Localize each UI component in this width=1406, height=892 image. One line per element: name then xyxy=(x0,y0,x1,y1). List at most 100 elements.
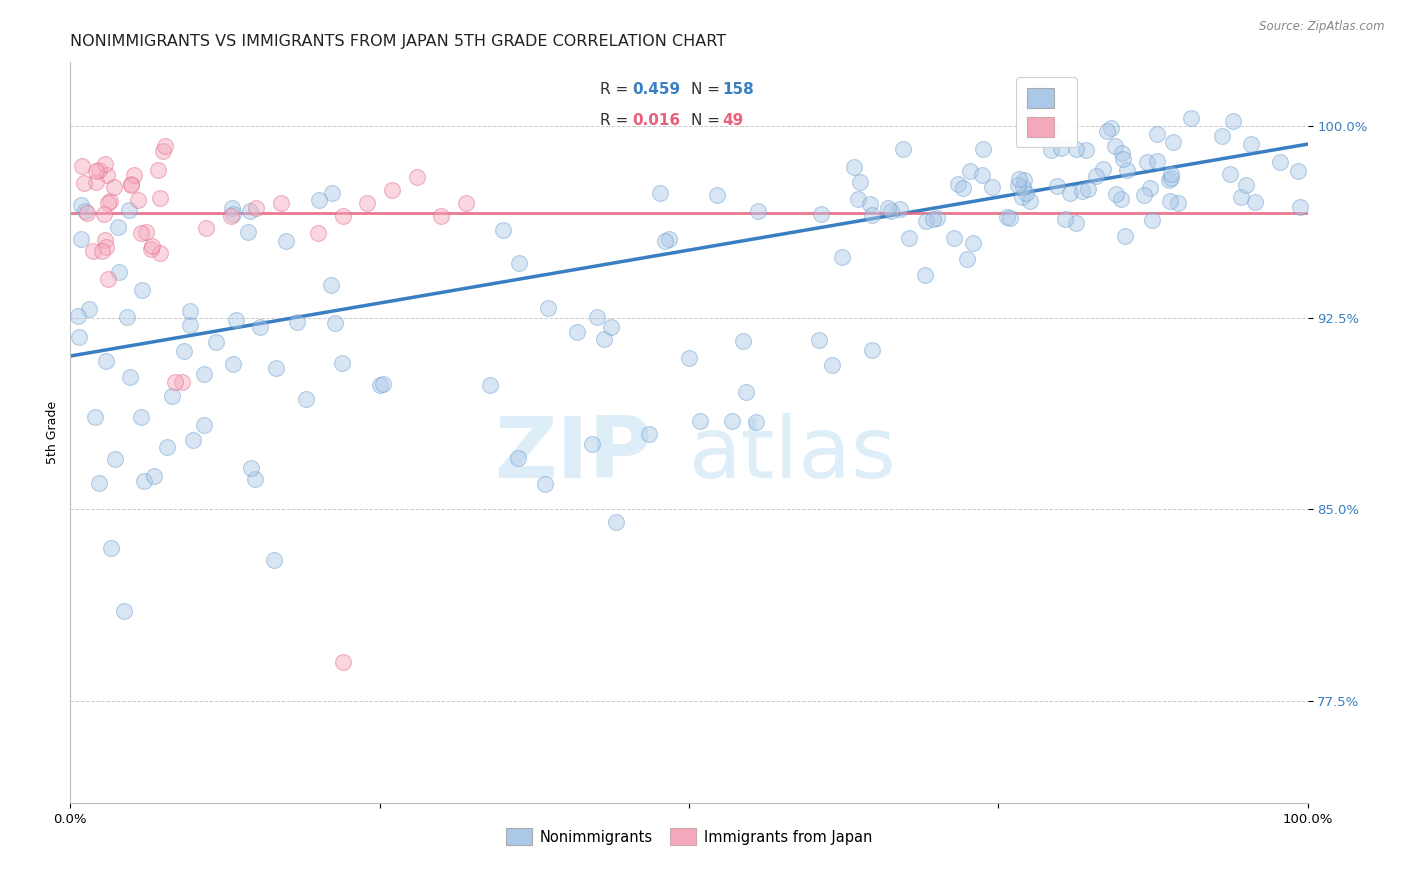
Point xyxy=(325,316,347,330)
Point xyxy=(1099,121,1122,136)
Point xyxy=(239,203,262,218)
Point xyxy=(321,278,343,293)
Point xyxy=(356,195,378,210)
Point xyxy=(880,204,903,219)
Point xyxy=(877,201,900,215)
Point xyxy=(96,240,118,254)
Point xyxy=(891,143,914,157)
Point xyxy=(1050,141,1073,155)
Point xyxy=(678,351,700,365)
Point xyxy=(1234,178,1257,193)
Point xyxy=(142,468,165,483)
Point xyxy=(94,234,117,248)
Point xyxy=(1104,138,1126,153)
Point xyxy=(173,343,195,358)
Point xyxy=(534,476,557,491)
Point xyxy=(914,268,936,282)
Point xyxy=(747,204,769,219)
Point xyxy=(744,415,766,429)
Point xyxy=(70,232,93,246)
Point xyxy=(1064,216,1087,230)
Point xyxy=(89,163,111,178)
Point xyxy=(1286,164,1309,178)
Point xyxy=(492,222,515,236)
Point xyxy=(430,209,453,223)
Point xyxy=(103,180,125,194)
Point xyxy=(537,301,560,315)
Text: R =: R = xyxy=(600,82,633,97)
Point xyxy=(1012,180,1035,194)
Point xyxy=(89,475,111,490)
Point xyxy=(1167,196,1189,211)
Point xyxy=(1074,144,1097,158)
Point xyxy=(1111,192,1133,206)
Point xyxy=(67,329,90,343)
Point xyxy=(1230,190,1253,204)
Point xyxy=(1115,162,1137,177)
Point xyxy=(733,334,755,348)
Point xyxy=(245,201,267,215)
Point xyxy=(1112,152,1135,166)
Point xyxy=(586,310,609,325)
Point xyxy=(1040,120,1063,135)
Text: NONIMMIGRANTS VS IMMIGRANTS FROM JAPAN 5TH GRADE CORRELATION CHART: NONIMMIGRANTS VS IMMIGRANTS FROM JAPAN 5… xyxy=(70,34,727,49)
Point xyxy=(721,414,744,428)
Point xyxy=(94,353,117,368)
Point xyxy=(146,163,169,178)
Point xyxy=(321,186,343,200)
Point xyxy=(1146,154,1168,169)
Point xyxy=(1011,190,1033,204)
Point xyxy=(108,265,131,279)
Point xyxy=(205,335,228,350)
Point xyxy=(1091,162,1114,177)
Point xyxy=(264,361,287,376)
Point xyxy=(1095,124,1118,138)
Point xyxy=(104,451,127,466)
Point xyxy=(76,206,98,220)
Point xyxy=(952,181,974,195)
Point xyxy=(129,226,152,240)
Point xyxy=(914,214,936,228)
Point xyxy=(193,418,215,433)
Point xyxy=(508,451,530,466)
Point xyxy=(222,206,245,220)
Point xyxy=(370,378,392,392)
Point xyxy=(1085,169,1108,184)
Point xyxy=(972,142,994,156)
Point xyxy=(980,179,1002,194)
Point xyxy=(1140,213,1163,227)
Point xyxy=(141,239,163,253)
Point xyxy=(127,193,149,207)
Point xyxy=(456,195,478,210)
Point xyxy=(1211,128,1233,143)
Point xyxy=(508,256,530,270)
Point xyxy=(263,553,285,567)
Point xyxy=(922,212,945,227)
Point xyxy=(479,377,502,392)
Point xyxy=(1039,143,1062,157)
Point xyxy=(221,201,243,215)
Text: 0.459: 0.459 xyxy=(633,82,681,97)
Y-axis label: 5th Grade: 5th Grade xyxy=(46,401,59,464)
Point xyxy=(1160,167,1182,181)
Point xyxy=(149,245,172,260)
Text: N =: N = xyxy=(692,82,725,97)
Point xyxy=(120,370,142,384)
Point xyxy=(84,410,107,425)
Point xyxy=(330,356,353,370)
Point xyxy=(1008,172,1031,186)
Point xyxy=(100,541,122,555)
Legend: Nonimmigrants, Immigrants from Japan: Nonimmigrants, Immigrants from Japan xyxy=(501,822,877,851)
Text: atlas: atlas xyxy=(689,413,897,496)
Text: R =: R = xyxy=(600,113,633,128)
Point xyxy=(995,210,1018,224)
Point xyxy=(225,313,247,327)
Point xyxy=(115,310,138,324)
Point xyxy=(849,175,872,189)
Point xyxy=(93,207,115,221)
Point xyxy=(276,235,298,249)
Point xyxy=(831,250,853,264)
Point xyxy=(1139,181,1161,195)
Point xyxy=(956,252,979,267)
Point xyxy=(97,271,120,285)
